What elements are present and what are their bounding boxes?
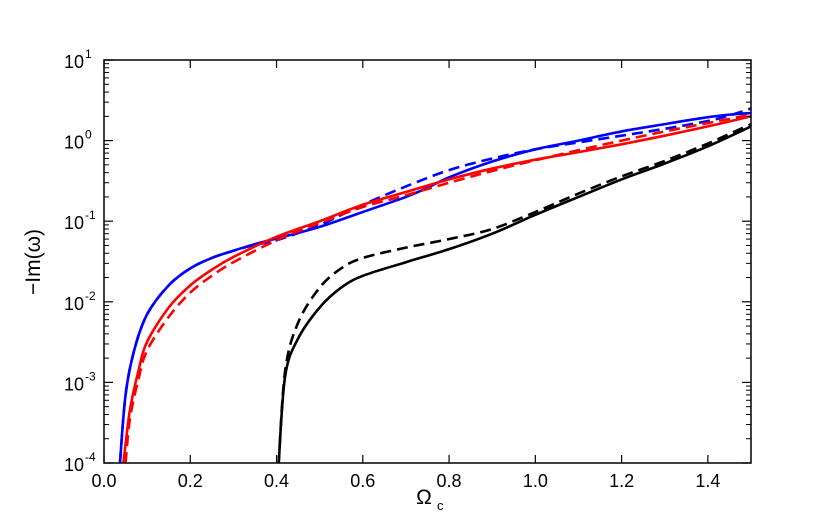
series-layer (118, 107, 751, 463)
y-tick-label-base: 10 (64, 455, 84, 475)
series-line-3 (124, 113, 751, 463)
y-tick-label: 10 -3 (64, 369, 96, 394)
x-axis-label-text: Ω (416, 486, 432, 509)
series-line-2 (122, 115, 751, 463)
y-tick-label: 10 1 (64, 47, 92, 72)
x-ticks: 0.0 0.2 0.4 0.6 0.8 1.0 1.2 1.4 (91, 60, 720, 491)
x-tick-label: 1.2 (609, 471, 634, 491)
series-line-4 (277, 125, 751, 463)
y-tick-label-base: 10 (64, 374, 84, 394)
y-tick-label: 10 -4 (64, 450, 96, 475)
series-line-1 (118, 107, 751, 463)
y-tick-label-base: 10 (64, 52, 84, 72)
y-tick-label-exponent: -2 (85, 289, 96, 303)
y-tick-label-base: 10 (64, 294, 84, 314)
y-axis-label: −Im(ω) (22, 229, 45, 295)
x-tick-label: 1.4 (695, 471, 720, 491)
y-tick-label-exponent: 0 (85, 128, 92, 142)
x-axis-label-subscript: c (437, 498, 444, 513)
x-tick-label: 0.6 (350, 471, 375, 491)
y-tick-label: 10 -1 (64, 208, 96, 233)
x-axis-label: Ω c (416, 486, 444, 513)
y-tick-label-base: 10 (64, 213, 84, 233)
x-tick-label: 0.0 (91, 471, 116, 491)
y-tick-label-exponent: -3 (85, 369, 96, 383)
plot-frame (103, 59, 752, 464)
y-tick-label-exponent: 1 (85, 47, 92, 61)
series-line-5 (277, 122, 751, 463)
x-tick-label: 1.0 (523, 471, 548, 491)
y-tick-label-exponent: -4 (85, 450, 96, 464)
y-tick-label-base: 10 (64, 133, 84, 153)
x-tick-label: 0.4 (264, 471, 289, 491)
x-tick-label: 0.2 (178, 471, 203, 491)
y-tick-label: 10 0 (64, 128, 92, 153)
x-tick-label: 0.8 (437, 471, 462, 491)
y-tick-label-exponent: -1 (85, 208, 96, 222)
y-tick-label: 10 -2 (64, 289, 96, 314)
